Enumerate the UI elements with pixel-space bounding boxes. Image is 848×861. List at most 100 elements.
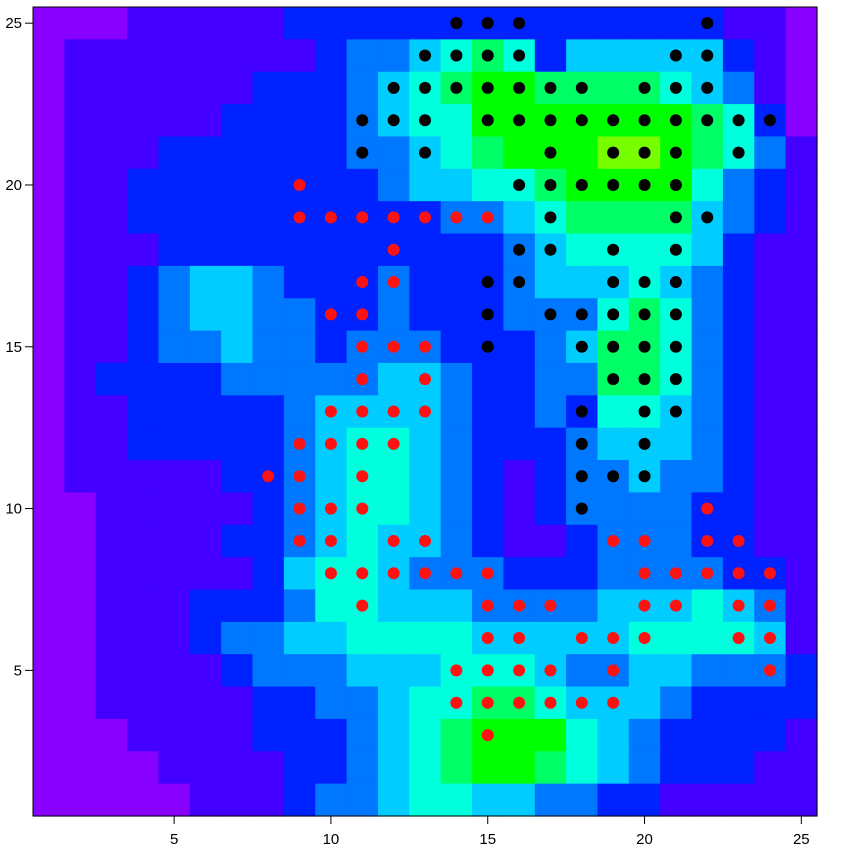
heatmap-cell <box>33 557 65 591</box>
heatmap-cell <box>95 783 128 817</box>
heatmap-cell <box>503 460 536 493</box>
red-point <box>356 567 369 580</box>
heatmap-cell <box>754 362 787 396</box>
heatmap-cell <box>785 136 818 170</box>
heatmap-cell <box>221 460 254 493</box>
black-point <box>544 243 557 256</box>
heatmap-cell <box>722 362 755 396</box>
heatmap-cell <box>409 783 442 817</box>
heatmap-cell <box>33 330 65 364</box>
red-point <box>732 567 745 580</box>
heatmap-cell <box>158 718 191 752</box>
heatmap-cell <box>315 265 348 299</box>
red-point <box>544 696 557 709</box>
red-point <box>387 405 400 418</box>
heatmap-cell <box>566 233 599 267</box>
heatmap-cell <box>95 718 128 752</box>
heatmap-cell <box>64 362 97 396</box>
heatmap-cell <box>440 362 473 396</box>
heatmap-cell <box>597 201 630 235</box>
heatmap-cell <box>409 265 442 299</box>
heatmap-cell <box>64 751 97 785</box>
heatmap-cell <box>566 654 599 688</box>
heatmap-cell <box>283 589 316 623</box>
heatmap-cell <box>377 589 410 623</box>
heatmap-cell <box>158 168 191 202</box>
heatmap-cell <box>503 395 536 429</box>
heatmap-cell <box>691 427 724 461</box>
heatmap-cell <box>252 621 285 655</box>
heatmap-cell <box>221 265 254 299</box>
heatmap-cell <box>33 621 65 655</box>
black-point <box>513 276 526 289</box>
heatmap-cell <box>722 233 755 267</box>
heatmap-cell <box>189 395 222 429</box>
heatmap-cell <box>660 460 693 493</box>
red-point <box>419 567 431 580</box>
heatmap-cell <box>158 71 191 105</box>
heatmap-cell <box>221 71 254 105</box>
heatmap-cell <box>252 7 285 40</box>
heatmap-cell <box>95 395 128 429</box>
heatmap-cell <box>95 460 128 493</box>
heatmap-cell <box>252 492 285 526</box>
heatmap-cell <box>722 7 755 40</box>
black-point <box>607 276 620 289</box>
black-point <box>544 308 557 321</box>
heatmap-cell <box>315 330 348 364</box>
heatmap-cell <box>95 104 128 138</box>
heatmap-cell <box>722 71 755 105</box>
heatmap-cell <box>221 492 254 526</box>
red-point <box>481 632 494 645</box>
black-point <box>701 211 714 224</box>
heatmap-cell <box>158 492 191 526</box>
heatmap-cell <box>628 7 661 40</box>
heatmap-cell <box>785 686 818 720</box>
heatmap-cell <box>566 7 599 40</box>
heatmap-cell <box>722 201 755 235</box>
heatmap-cell <box>33 751 65 785</box>
black-point <box>732 146 745 159</box>
black-point <box>356 146 369 159</box>
heatmap-cell <box>127 104 160 138</box>
heatmap-cell <box>691 362 724 396</box>
red-point <box>513 599 526 612</box>
heatmap-cell <box>785 71 818 105</box>
heatmap-cell <box>315 7 348 40</box>
heatmap-cell <box>189 362 222 396</box>
heatmap-cell <box>283 621 316 655</box>
heatmap-cell <box>628 201 661 235</box>
red-point <box>387 567 400 580</box>
red-point <box>481 729 494 742</box>
heatmap-cell <box>158 201 191 235</box>
heatmap-cell <box>127 136 160 170</box>
heatmap-cell <box>503 427 536 461</box>
black-point <box>607 340 620 353</box>
red-point <box>481 599 494 612</box>
heatmap-cell <box>283 718 316 752</box>
heatmap-cell <box>127 233 160 267</box>
heatmap-cell <box>189 298 222 332</box>
heatmap-cell <box>315 168 348 202</box>
heatmap-cell <box>597 557 630 591</box>
heatmap-cell <box>597 7 630 40</box>
heatmap-cell <box>660 783 693 817</box>
heatmap-cell <box>64 298 97 332</box>
black-point <box>638 114 651 127</box>
red-point <box>701 534 714 547</box>
black-point <box>607 178 620 191</box>
heatmap-cell <box>189 168 222 202</box>
heatmap-cell <box>597 395 630 429</box>
heatmap-cell <box>440 395 473 429</box>
heatmap-cell <box>566 201 599 235</box>
heatmap-cell <box>346 686 379 720</box>
heatmap-cell <box>158 589 191 623</box>
heatmap-cell <box>127 298 160 332</box>
heatmap-cell <box>95 654 128 688</box>
heatmap-cell <box>346 71 379 105</box>
black-point <box>513 243 526 256</box>
heatmap-cell <box>64 589 97 623</box>
heatmap-cell <box>64 136 97 170</box>
heatmap-cell <box>252 686 285 720</box>
black-point <box>732 114 745 127</box>
